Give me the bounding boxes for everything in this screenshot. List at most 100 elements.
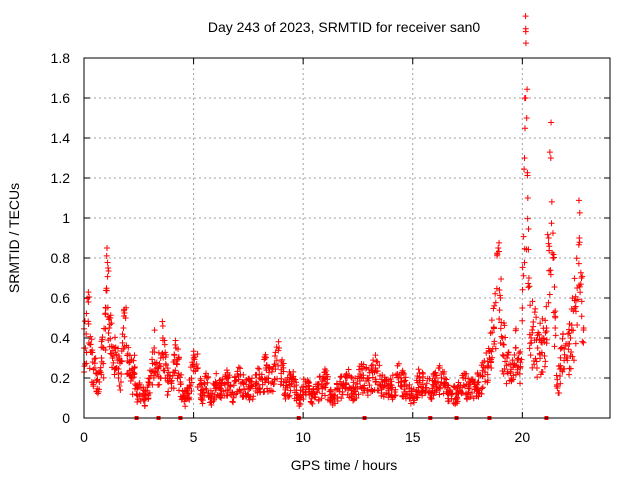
data-point — [296, 400, 303, 407]
data-point — [120, 325, 127, 331]
data-point — [172, 341, 179, 348]
data-point — [115, 366, 122, 372]
data-point — [514, 355, 521, 362]
data-point — [462, 375, 469, 382]
data-point — [107, 335, 114, 342]
data-point — [576, 209, 583, 216]
data-point — [110, 359, 117, 366]
data-point — [419, 369, 426, 376]
data-point — [479, 367, 486, 374]
data-point — [161, 341, 168, 348]
data-point — [131, 363, 138, 370]
data-point — [364, 374, 371, 381]
data-point — [572, 340, 579, 347]
data-point — [401, 370, 408, 377]
data-point — [343, 371, 350, 378]
data-point — [175, 372, 182, 379]
data-point — [407, 400, 414, 407]
y-tick-label: 0.6 — [51, 290, 71, 306]
data-point — [273, 344, 280, 351]
data-point — [419, 392, 426, 399]
data-point — [96, 367, 103, 374]
data-point — [275, 362, 282, 369]
data-point — [523, 115, 530, 121]
data-point — [118, 358, 125, 365]
data-point — [559, 330, 566, 337]
data-point — [170, 385, 177, 392]
data-point — [550, 251, 557, 258]
data-point — [230, 382, 237, 389]
data-point — [492, 290, 499, 297]
data-point — [443, 376, 450, 383]
data-point — [153, 359, 160, 366]
data-point — [287, 372, 294, 379]
data-point — [157, 363, 164, 370]
data-point — [94, 376, 101, 383]
data-point — [524, 169, 531, 176]
data-point — [484, 377, 491, 384]
data-point — [282, 395, 289, 402]
data-point — [243, 377, 250, 384]
data-point — [454, 398, 461, 405]
data-point — [568, 322, 575, 329]
data-point — [383, 389, 390, 396]
data-point — [502, 358, 509, 365]
x-tick-label: 5 — [190, 429, 198, 445]
data-point — [519, 317, 526, 324]
y-tick-label: 1 — [62, 210, 70, 226]
data-point — [271, 376, 278, 383]
data-point — [529, 327, 536, 334]
data-point — [448, 391, 455, 398]
data-point — [373, 358, 380, 365]
data-point — [469, 377, 476, 384]
data-point — [552, 325, 559, 331]
data-point — [580, 326, 587, 333]
data-point — [565, 330, 572, 337]
data-point — [512, 362, 519, 369]
data-point — [111, 371, 118, 378]
data-point — [474, 379, 481, 386]
data-point — [158, 351, 165, 358]
data-point — [476, 389, 483, 396]
data-point — [268, 368, 275, 375]
data-point — [576, 239, 583, 246]
axis-ticks: 0 0.2 0.4 0.6 0.8 1 1.2 1.4 1.6 1.8 0 5 10 15 20 — [51, 50, 610, 445]
data-point — [115, 353, 122, 360]
data-point — [401, 378, 408, 385]
data-point — [174, 356, 181, 363]
data-point — [432, 389, 439, 396]
data-point — [530, 357, 537, 364]
data-point — [336, 388, 343, 395]
data-point — [552, 308, 559, 315]
data-point — [381, 381, 388, 388]
data-point — [522, 28, 529, 35]
data-point — [488, 317, 495, 324]
data-point — [543, 336, 550, 343]
data-point — [548, 119, 555, 126]
y-tick-label: 0.4 — [51, 330, 71, 346]
data-point — [314, 388, 321, 395]
y-tick-label: 1.2 — [51, 170, 71, 186]
data-point — [237, 365, 244, 372]
data-point — [497, 325, 504, 332]
data-point — [391, 388, 398, 395]
data-point — [159, 318, 166, 325]
data-point — [568, 349, 575, 356]
data-point — [104, 245, 111, 251]
data-point — [130, 369, 137, 376]
data-point — [345, 366, 352, 373]
data-point — [230, 399, 237, 406]
data-point — [125, 344, 132, 351]
data-point — [577, 281, 584, 288]
data-point — [556, 372, 563, 379]
data-point — [262, 379, 269, 386]
data-point — [496, 316, 503, 323]
data-point — [500, 353, 507, 360]
data-point — [162, 349, 169, 356]
data-point — [472, 383, 479, 390]
data-point — [119, 339, 126, 346]
data-point — [297, 387, 304, 394]
data-point — [106, 314, 113, 321]
data-point — [91, 360, 98, 367]
data-point — [100, 360, 107, 367]
